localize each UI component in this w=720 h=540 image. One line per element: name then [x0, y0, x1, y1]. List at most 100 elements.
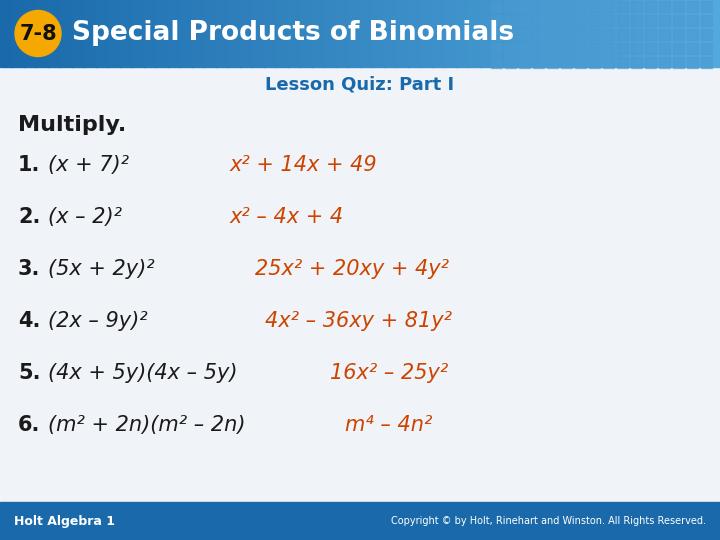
Bar: [659, 15, 670, 26]
Bar: [384, 0, 397, 67]
Bar: [672, 0, 685, 67]
Bar: [617, 43, 628, 54]
Bar: [603, 1, 614, 12]
Bar: [491, 43, 502, 54]
Bar: [492, 0, 505, 67]
Text: x² – 4x + 4: x² – 4x + 4: [230, 207, 344, 227]
Bar: [491, 15, 502, 26]
Bar: [617, 15, 628, 26]
Text: (4x + 5y)(4x – 5y): (4x + 5y)(4x – 5y): [48, 363, 238, 383]
Bar: [252, 0, 265, 67]
Bar: [96, 0, 109, 67]
Bar: [528, 0, 541, 67]
Bar: [276, 0, 289, 67]
Bar: [696, 0, 709, 67]
Text: Holt Algebra 1: Holt Algebra 1: [14, 515, 115, 528]
Bar: [519, 1, 530, 12]
Bar: [603, 57, 614, 68]
Bar: [575, 57, 586, 68]
Text: 4.: 4.: [18, 311, 40, 331]
Bar: [519, 29, 530, 40]
Bar: [708, 0, 720, 67]
Bar: [589, 57, 600, 68]
Bar: [540, 0, 553, 67]
Bar: [701, 43, 712, 54]
Bar: [575, 15, 586, 26]
Bar: [617, 1, 628, 12]
Bar: [533, 57, 544, 68]
Bar: [240, 0, 253, 67]
Bar: [491, 29, 502, 40]
Bar: [180, 0, 193, 67]
Bar: [288, 0, 301, 67]
Bar: [575, 29, 586, 40]
Bar: [300, 0, 313, 67]
Bar: [659, 43, 670, 54]
Bar: [60, 0, 73, 67]
Bar: [348, 0, 361, 67]
Bar: [687, 43, 698, 54]
Bar: [564, 0, 577, 67]
Bar: [561, 43, 572, 54]
Bar: [420, 0, 433, 67]
Bar: [264, 0, 277, 67]
Bar: [631, 57, 642, 68]
Bar: [547, 29, 558, 40]
Bar: [631, 1, 642, 12]
Bar: [673, 1, 684, 12]
Text: x² + 14x + 49: x² + 14x + 49: [230, 155, 377, 175]
Bar: [552, 0, 565, 67]
Bar: [168, 0, 181, 67]
Bar: [456, 0, 469, 67]
Text: Special Products of Binomials: Special Products of Binomials: [72, 21, 514, 46]
Text: m⁴ – 4n²: m⁴ – 4n²: [345, 415, 433, 435]
Text: 3.: 3.: [18, 259, 40, 279]
Bar: [36, 0, 49, 67]
Bar: [603, 29, 614, 40]
Text: 6.: 6.: [18, 415, 40, 435]
Bar: [192, 0, 205, 67]
Bar: [701, 1, 712, 12]
Bar: [120, 0, 133, 67]
Bar: [648, 0, 661, 67]
Bar: [408, 0, 421, 67]
Bar: [505, 15, 516, 26]
Bar: [575, 43, 586, 54]
Bar: [645, 29, 656, 40]
Text: 16x² – 25y²: 16x² – 25y²: [330, 363, 449, 383]
Bar: [617, 57, 628, 68]
Bar: [659, 29, 670, 40]
Bar: [432, 0, 445, 67]
Bar: [612, 0, 625, 67]
Bar: [505, 1, 516, 12]
Bar: [659, 1, 670, 12]
Bar: [588, 0, 601, 67]
Bar: [312, 0, 325, 67]
Bar: [645, 1, 656, 12]
Ellipse shape: [15, 10, 61, 57]
Text: (x – 2)²: (x – 2)²: [48, 207, 122, 227]
Bar: [659, 57, 670, 68]
Bar: [533, 29, 544, 40]
Text: 4x² – 36xy + 81y²: 4x² – 36xy + 81y²: [265, 311, 452, 331]
Text: (2x – 9y)²: (2x – 9y)²: [48, 311, 148, 331]
Bar: [631, 43, 642, 54]
Text: (x + 7)²: (x + 7)²: [48, 155, 129, 175]
Bar: [600, 0, 613, 67]
Bar: [132, 0, 145, 67]
Bar: [645, 43, 656, 54]
Bar: [48, 0, 61, 67]
Bar: [645, 15, 656, 26]
Bar: [701, 57, 712, 68]
Bar: [687, 29, 698, 40]
Bar: [516, 0, 529, 67]
Bar: [547, 43, 558, 54]
Bar: [533, 43, 544, 54]
Bar: [156, 0, 169, 67]
Text: Lesson Quiz: Part I: Lesson Quiz: Part I: [266, 76, 454, 94]
Bar: [547, 15, 558, 26]
Text: 1.: 1.: [18, 155, 40, 175]
Bar: [561, 57, 572, 68]
Bar: [0, 502, 720, 540]
Bar: [645, 57, 656, 68]
